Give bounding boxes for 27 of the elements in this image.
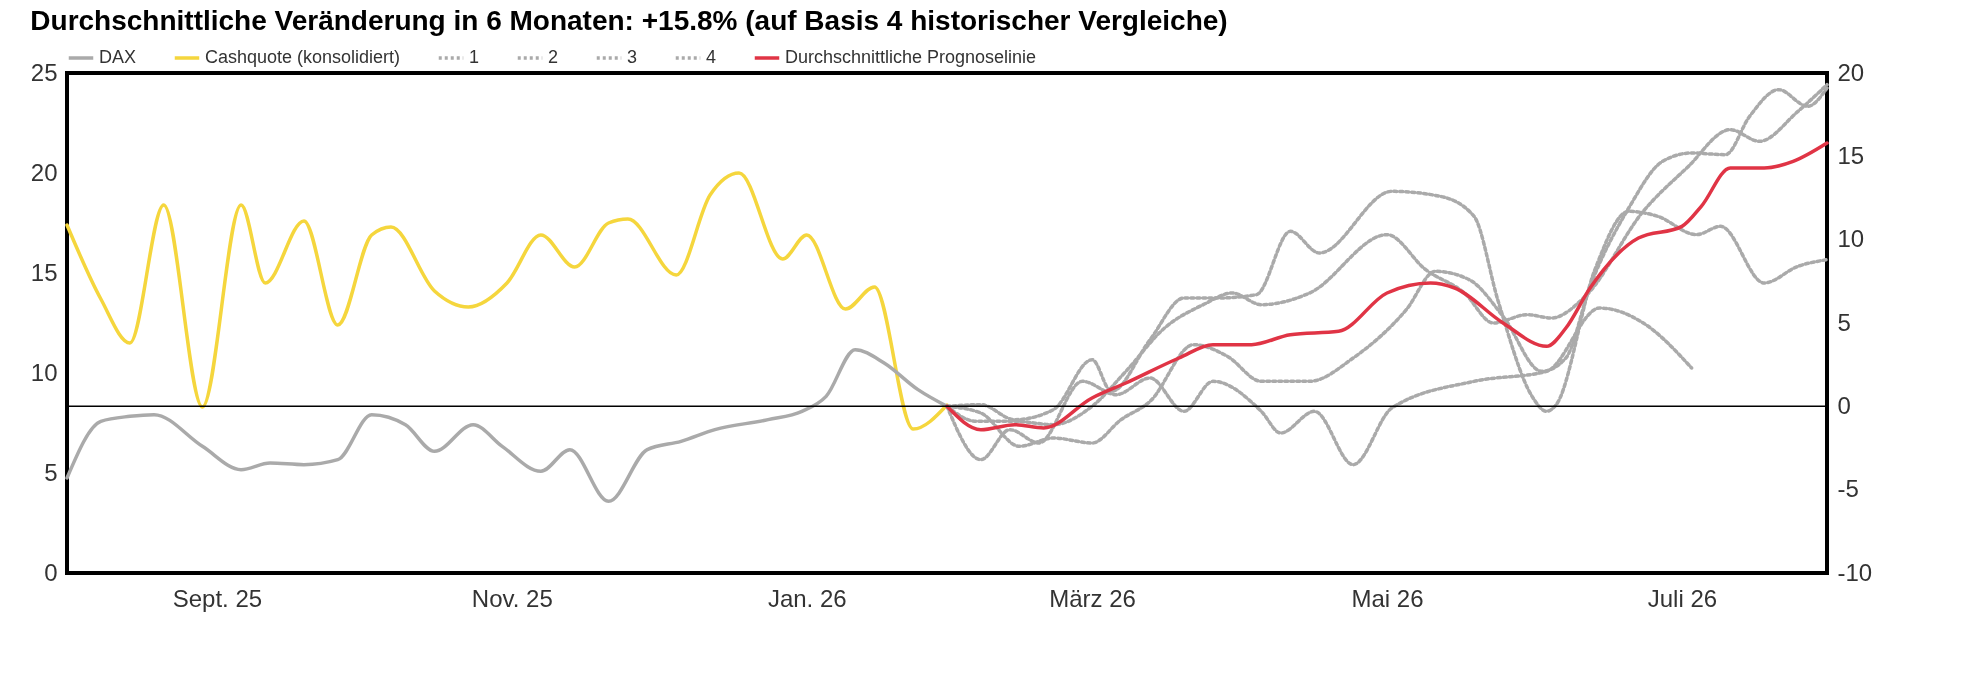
legend-label: 3 (627, 47, 638, 67)
legend-label: DAX (99, 47, 137, 67)
x-tick-label: Juli 26 (1647, 584, 1718, 612)
y-tick-label: 15 (30, 258, 58, 286)
legend-label: 4 (706, 47, 717, 67)
x-tick-label: März 26 (1049, 584, 1136, 612)
legend-label: 2 (548, 47, 559, 67)
legend-label: Durchschnittliche Prognoselinie (785, 47, 1037, 67)
y-tick-label: 25 (30, 58, 58, 86)
y2-tick-label: 5 (1837, 308, 1851, 336)
chart-title: Durchschnittliche Veränderung in 6 Monaten: +15.8% (auf Basis 4 historischer Vergleiche) (30, 5, 1228, 36)
x-tick-label: Nov. 25 (471, 584, 553, 612)
y2-tick-label: 10 (1837, 225, 1865, 253)
legend-label: 1 (469, 47, 480, 67)
y2-tick-label: 15 (1837, 141, 1865, 169)
y-tick-label: 5 (44, 458, 58, 486)
y-tick-label: 10 (30, 358, 58, 386)
y2-tick-label: 20 (1837, 58, 1865, 86)
x-tick-label: Mai 26 (1351, 584, 1424, 612)
legend-label: Cashquote (konsolidiert) (205, 47, 401, 67)
x-tick-label: Sept. 25 (172, 584, 263, 612)
y2-tick-label: -10 (1837, 558, 1873, 586)
y2-tick-label: -5 (1837, 475, 1859, 503)
y-tick-label: 20 (30, 158, 58, 186)
y-tick-label: 0 (44, 558, 58, 586)
y2-tick-label: 0 (1837, 391, 1851, 419)
x-tick-label: Jan. 26 (767, 584, 847, 612)
